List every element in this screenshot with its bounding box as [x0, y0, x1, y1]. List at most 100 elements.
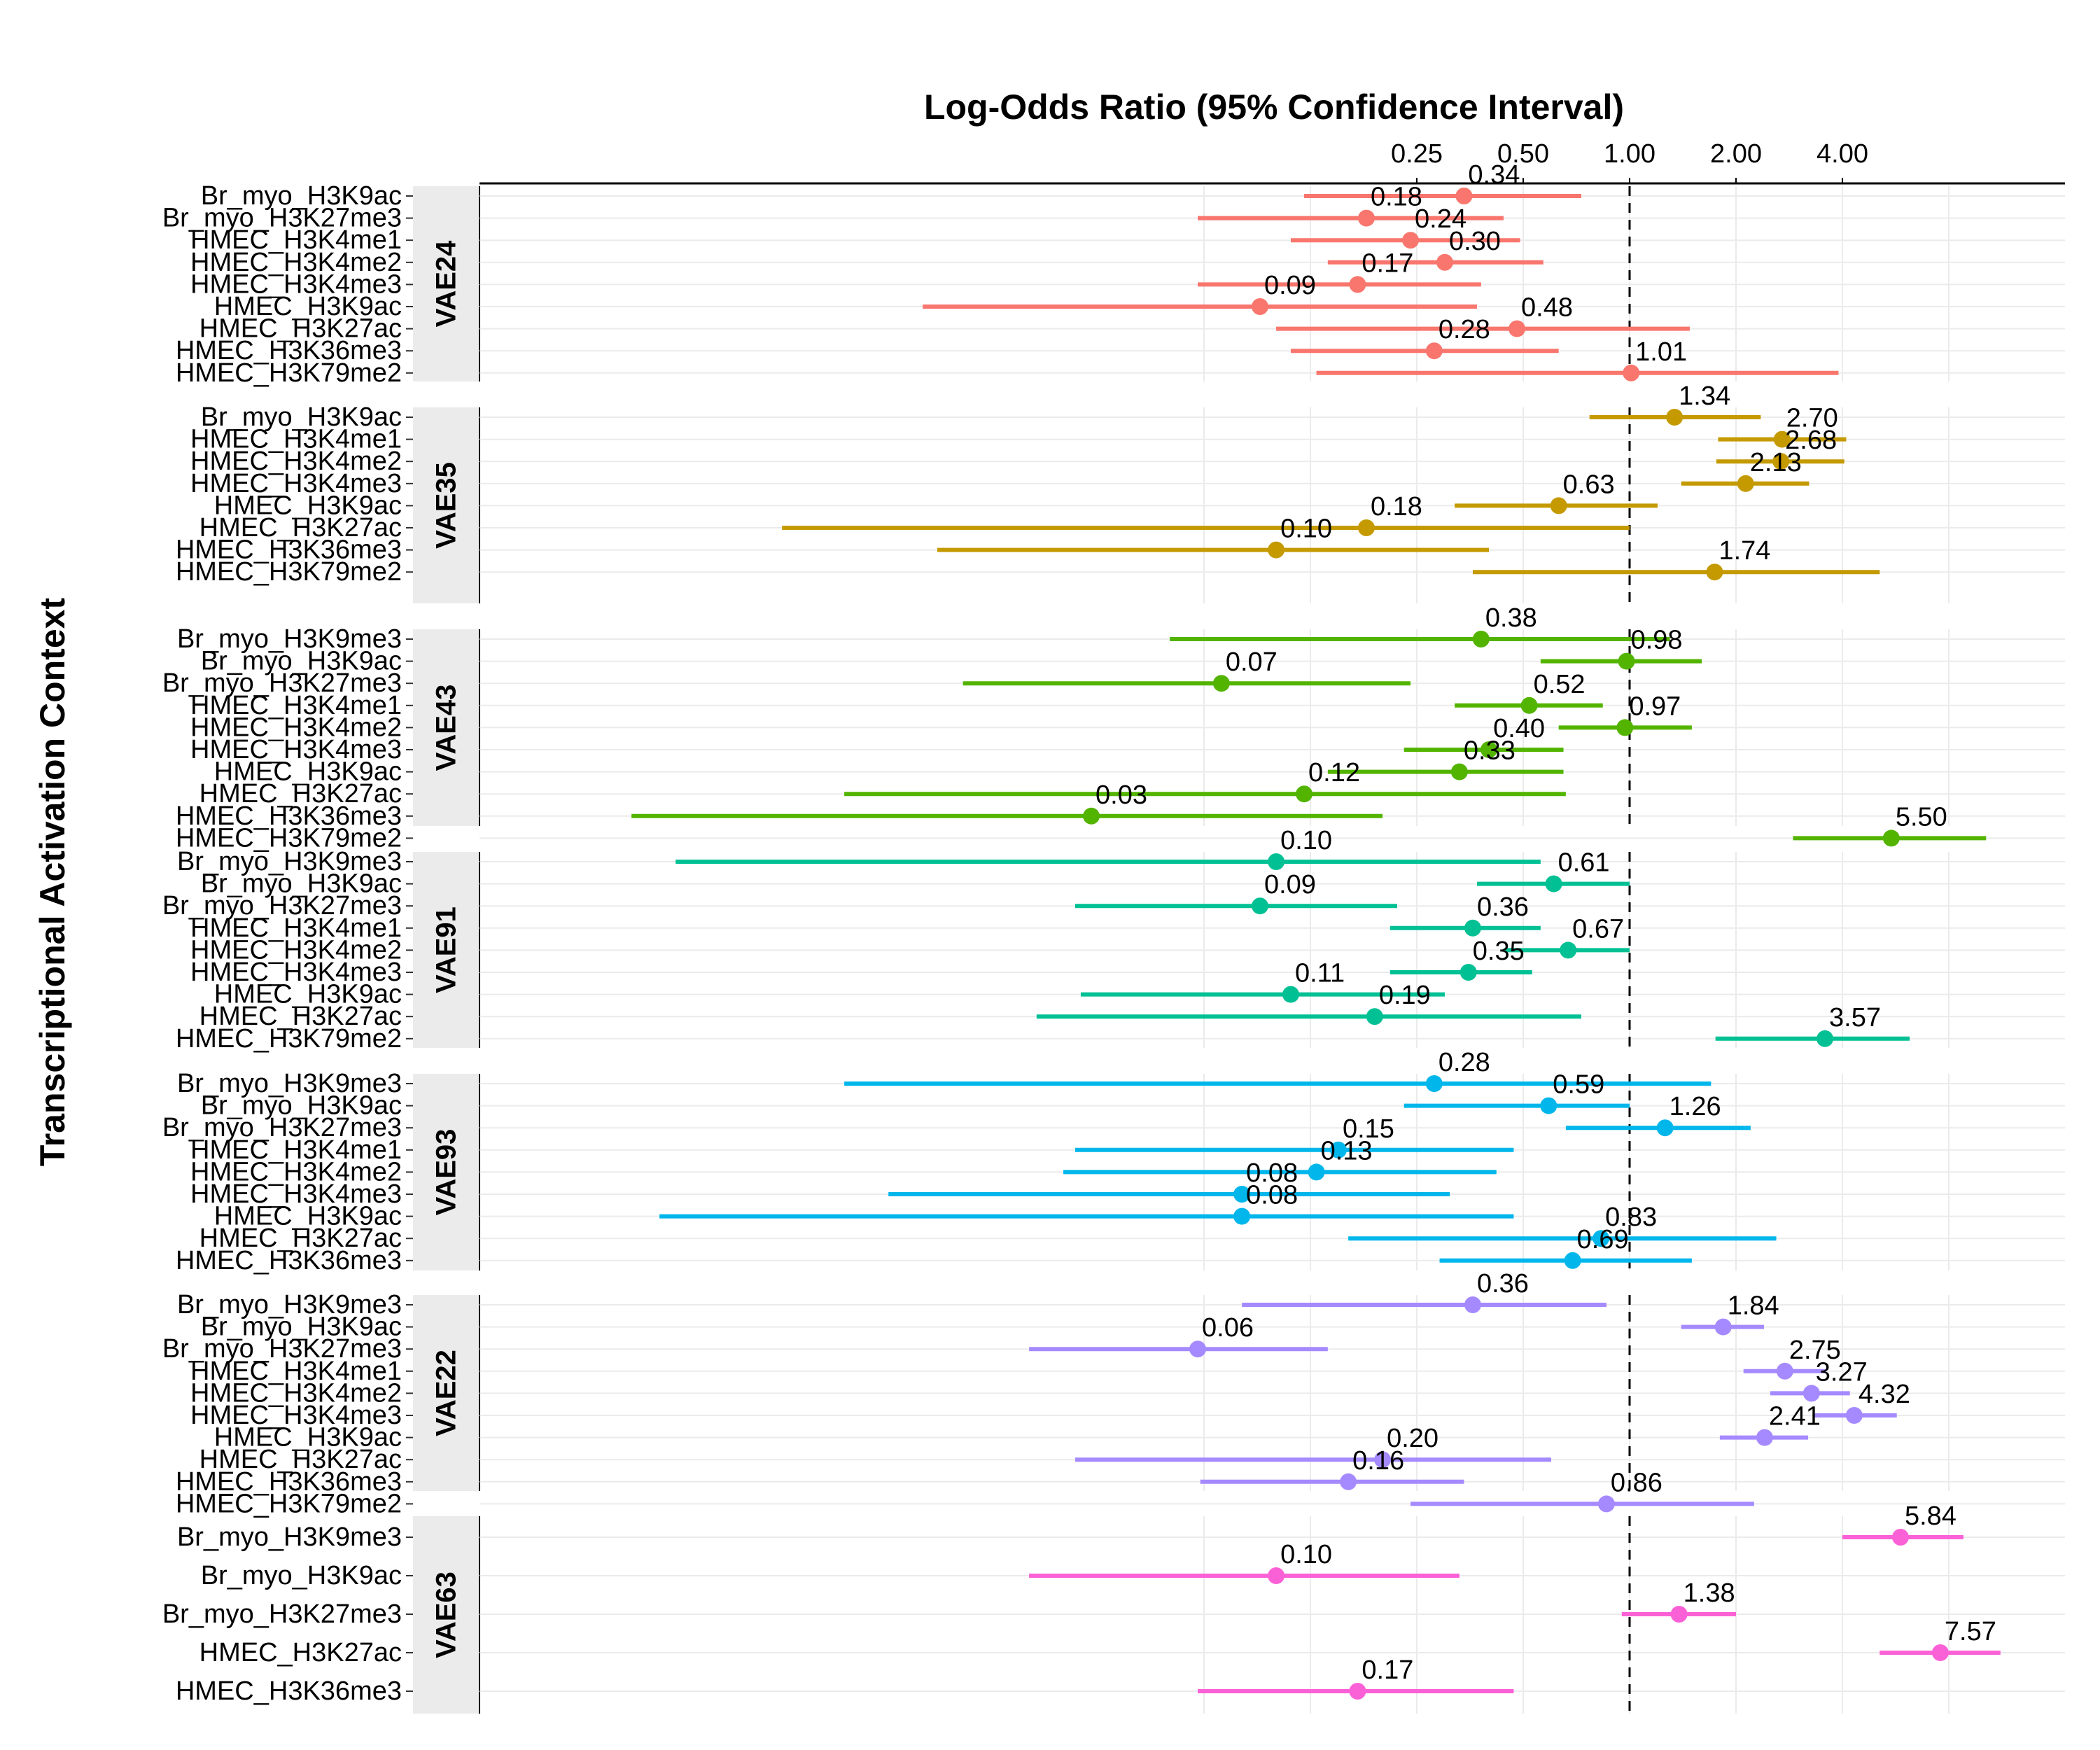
- point-estimate: [1233, 1186, 1251, 1203]
- point-estimate: [1845, 1407, 1863, 1424]
- row-label: Br_myo_H3K9ac: [201, 1312, 402, 1342]
- data-label: 2.75: [1789, 1336, 1841, 1365]
- row-label: HMEC_H3K4me3: [190, 469, 402, 498]
- point-estimate: [1251, 298, 1268, 315]
- point-estimate: [1268, 541, 1285, 559]
- point-estimate: [1366, 1008, 1383, 1026]
- data-label: 0.08: [1246, 1158, 1298, 1188]
- x-tick-label: 0.50: [1497, 139, 1549, 169]
- panel-strip-label: VAE22: [431, 1350, 462, 1436]
- row-label: HMEC_H3K27ac: [200, 513, 402, 542]
- row-label: Br_myo_H3K27me3: [162, 1113, 402, 1142]
- data-label: 2.13: [1750, 448, 1802, 477]
- data-label: 0.07: [1226, 648, 1278, 677]
- row-label: HMEC_H3K4me2: [190, 248, 402, 277]
- point-estimate: [1891, 1529, 1909, 1546]
- data-label: 0.08: [1246, 1181, 1298, 1210]
- point-estimate: [1357, 209, 1375, 227]
- reference-line-layer: [479, 178, 2065, 1714]
- row-label: HMEC_H3K9ac: [214, 292, 402, 321]
- panel-strip: [413, 407, 479, 603]
- point-estimate: [1233, 1208, 1251, 1225]
- point-estimate: [1816, 1030, 1834, 1047]
- data-label: 0.13: [1321, 1136, 1373, 1166]
- row-label: HMEC_H3K79me2: [176, 1489, 402, 1518]
- point-estimate: [1714, 1318, 1732, 1336]
- row-label: HMEC_H3K4me3: [190, 958, 402, 987]
- data-label: 0.86: [1611, 1468, 1662, 1497]
- data-label: 0.03: [1096, 780, 1147, 810]
- row-label: HMEC_H3K36me3: [176, 1676, 402, 1706]
- data-label: 0.38: [1485, 603, 1537, 633]
- point-estimate: [1670, 1606, 1688, 1623]
- panel-strip: [413, 1516, 479, 1714]
- data-label: 0.83: [1605, 1203, 1657, 1232]
- x-tick-label: 2.00: [1710, 139, 1762, 169]
- data-label: 5.84: [1905, 1502, 1956, 1531]
- point-estimate: [1425, 342, 1443, 360]
- row-label: HMEC_H3K9ac: [214, 491, 402, 520]
- row-label: Br_myo_H3K27me3: [162, 204, 402, 233]
- marks-layer: [631, 188, 2001, 1700]
- row-label: HMEC_H3K4me3: [190, 735, 402, 764]
- data-label: 0.33: [1464, 736, 1516, 766]
- point-estimate: [1251, 897, 1268, 915]
- point-estimate: [1464, 919, 1481, 937]
- row-label: HMEC_H3K4me3: [190, 1401, 402, 1430]
- row-label: HMEC_H3K27ac: [200, 1445, 402, 1474]
- data-label: 0.10: [1280, 826, 1332, 855]
- point-estimate: [1618, 652, 1635, 670]
- row-label: Br_myo_H3K27me3: [162, 668, 402, 698]
- row-label: Br_myo_H3K9me3: [177, 1522, 402, 1552]
- data-label: 0.36: [1477, 892, 1529, 922]
- point-estimate: [1737, 475, 1754, 492]
- point-estimate: [1374, 1451, 1392, 1469]
- panel-strip: [413, 1295, 479, 1491]
- data-label: 5.50: [1896, 802, 1947, 832]
- data-label: 0.06: [1202, 1313, 1254, 1343]
- row-label: HMEC_H3K4me1: [190, 225, 402, 255]
- point-estimate: [1623, 364, 1640, 382]
- panel-strip-label: VAE24: [431, 240, 462, 328]
- x-tick-label: 0.25: [1391, 139, 1443, 169]
- row-label: HMEC_H3K79me2: [176, 1024, 402, 1054]
- point-estimate: [1464, 1296, 1481, 1313]
- row-label: HMEC_H3K4me1: [190, 913, 402, 943]
- data-label: 0.59: [1553, 1070, 1604, 1100]
- panel-strip: [413, 186, 479, 382]
- data-label: 2.68: [1785, 426, 1837, 455]
- row-label: Br_myo_H3K9me3: [177, 624, 402, 654]
- data-label: 0.63: [1563, 470, 1615, 499]
- data-label: 0.17: [1362, 248, 1413, 278]
- data-label: 3.27: [1816, 1357, 1868, 1387]
- row-label: HMEC_H3K4me2: [190, 1157, 402, 1186]
- panel-strip: [413, 1074, 479, 1270]
- row-label: HMEC_H3K27ac: [200, 314, 402, 344]
- panel-strip-label: VAE91: [431, 906, 462, 993]
- data-label: 0.67: [1572, 914, 1624, 944]
- data-label: 2.70: [1786, 404, 1838, 433]
- data-label: 7.57: [1945, 1617, 1996, 1646]
- data-label: 0.09: [1264, 870, 1316, 899]
- point-estimate: [1616, 719, 1634, 736]
- row-label: Br_myo_H3K9me3: [177, 847, 402, 876]
- point-estimate: [1592, 1230, 1610, 1247]
- point-estimate: [1296, 785, 1313, 803]
- row-label: HMEC_H3K9ac: [214, 1202, 402, 1231]
- point-estimate: [1772, 453, 1790, 470]
- data-label: 3.57: [1829, 1003, 1881, 1032]
- data-label: 0.28: [1438, 315, 1490, 344]
- point-estimate: [1706, 564, 1723, 581]
- point-estimate: [1308, 1163, 1325, 1181]
- data-label: 0.69: [1577, 1225, 1629, 1254]
- row-label: HMEC_H3K4me2: [190, 447, 402, 476]
- panel-strip-label: VAE43: [431, 685, 462, 771]
- data-label: 0.40: [1493, 714, 1545, 743]
- panel-strip: [413, 629, 479, 826]
- x-tick-label: 1.00: [1604, 139, 1656, 169]
- point-estimate: [1882, 830, 1900, 847]
- data-label: 1.84: [1728, 1292, 1779, 1321]
- point-estimate: [1666, 409, 1684, 426]
- point-estimate: [1460, 964, 1477, 981]
- row-label: HMEC_H3K79me2: [176, 823, 402, 853]
